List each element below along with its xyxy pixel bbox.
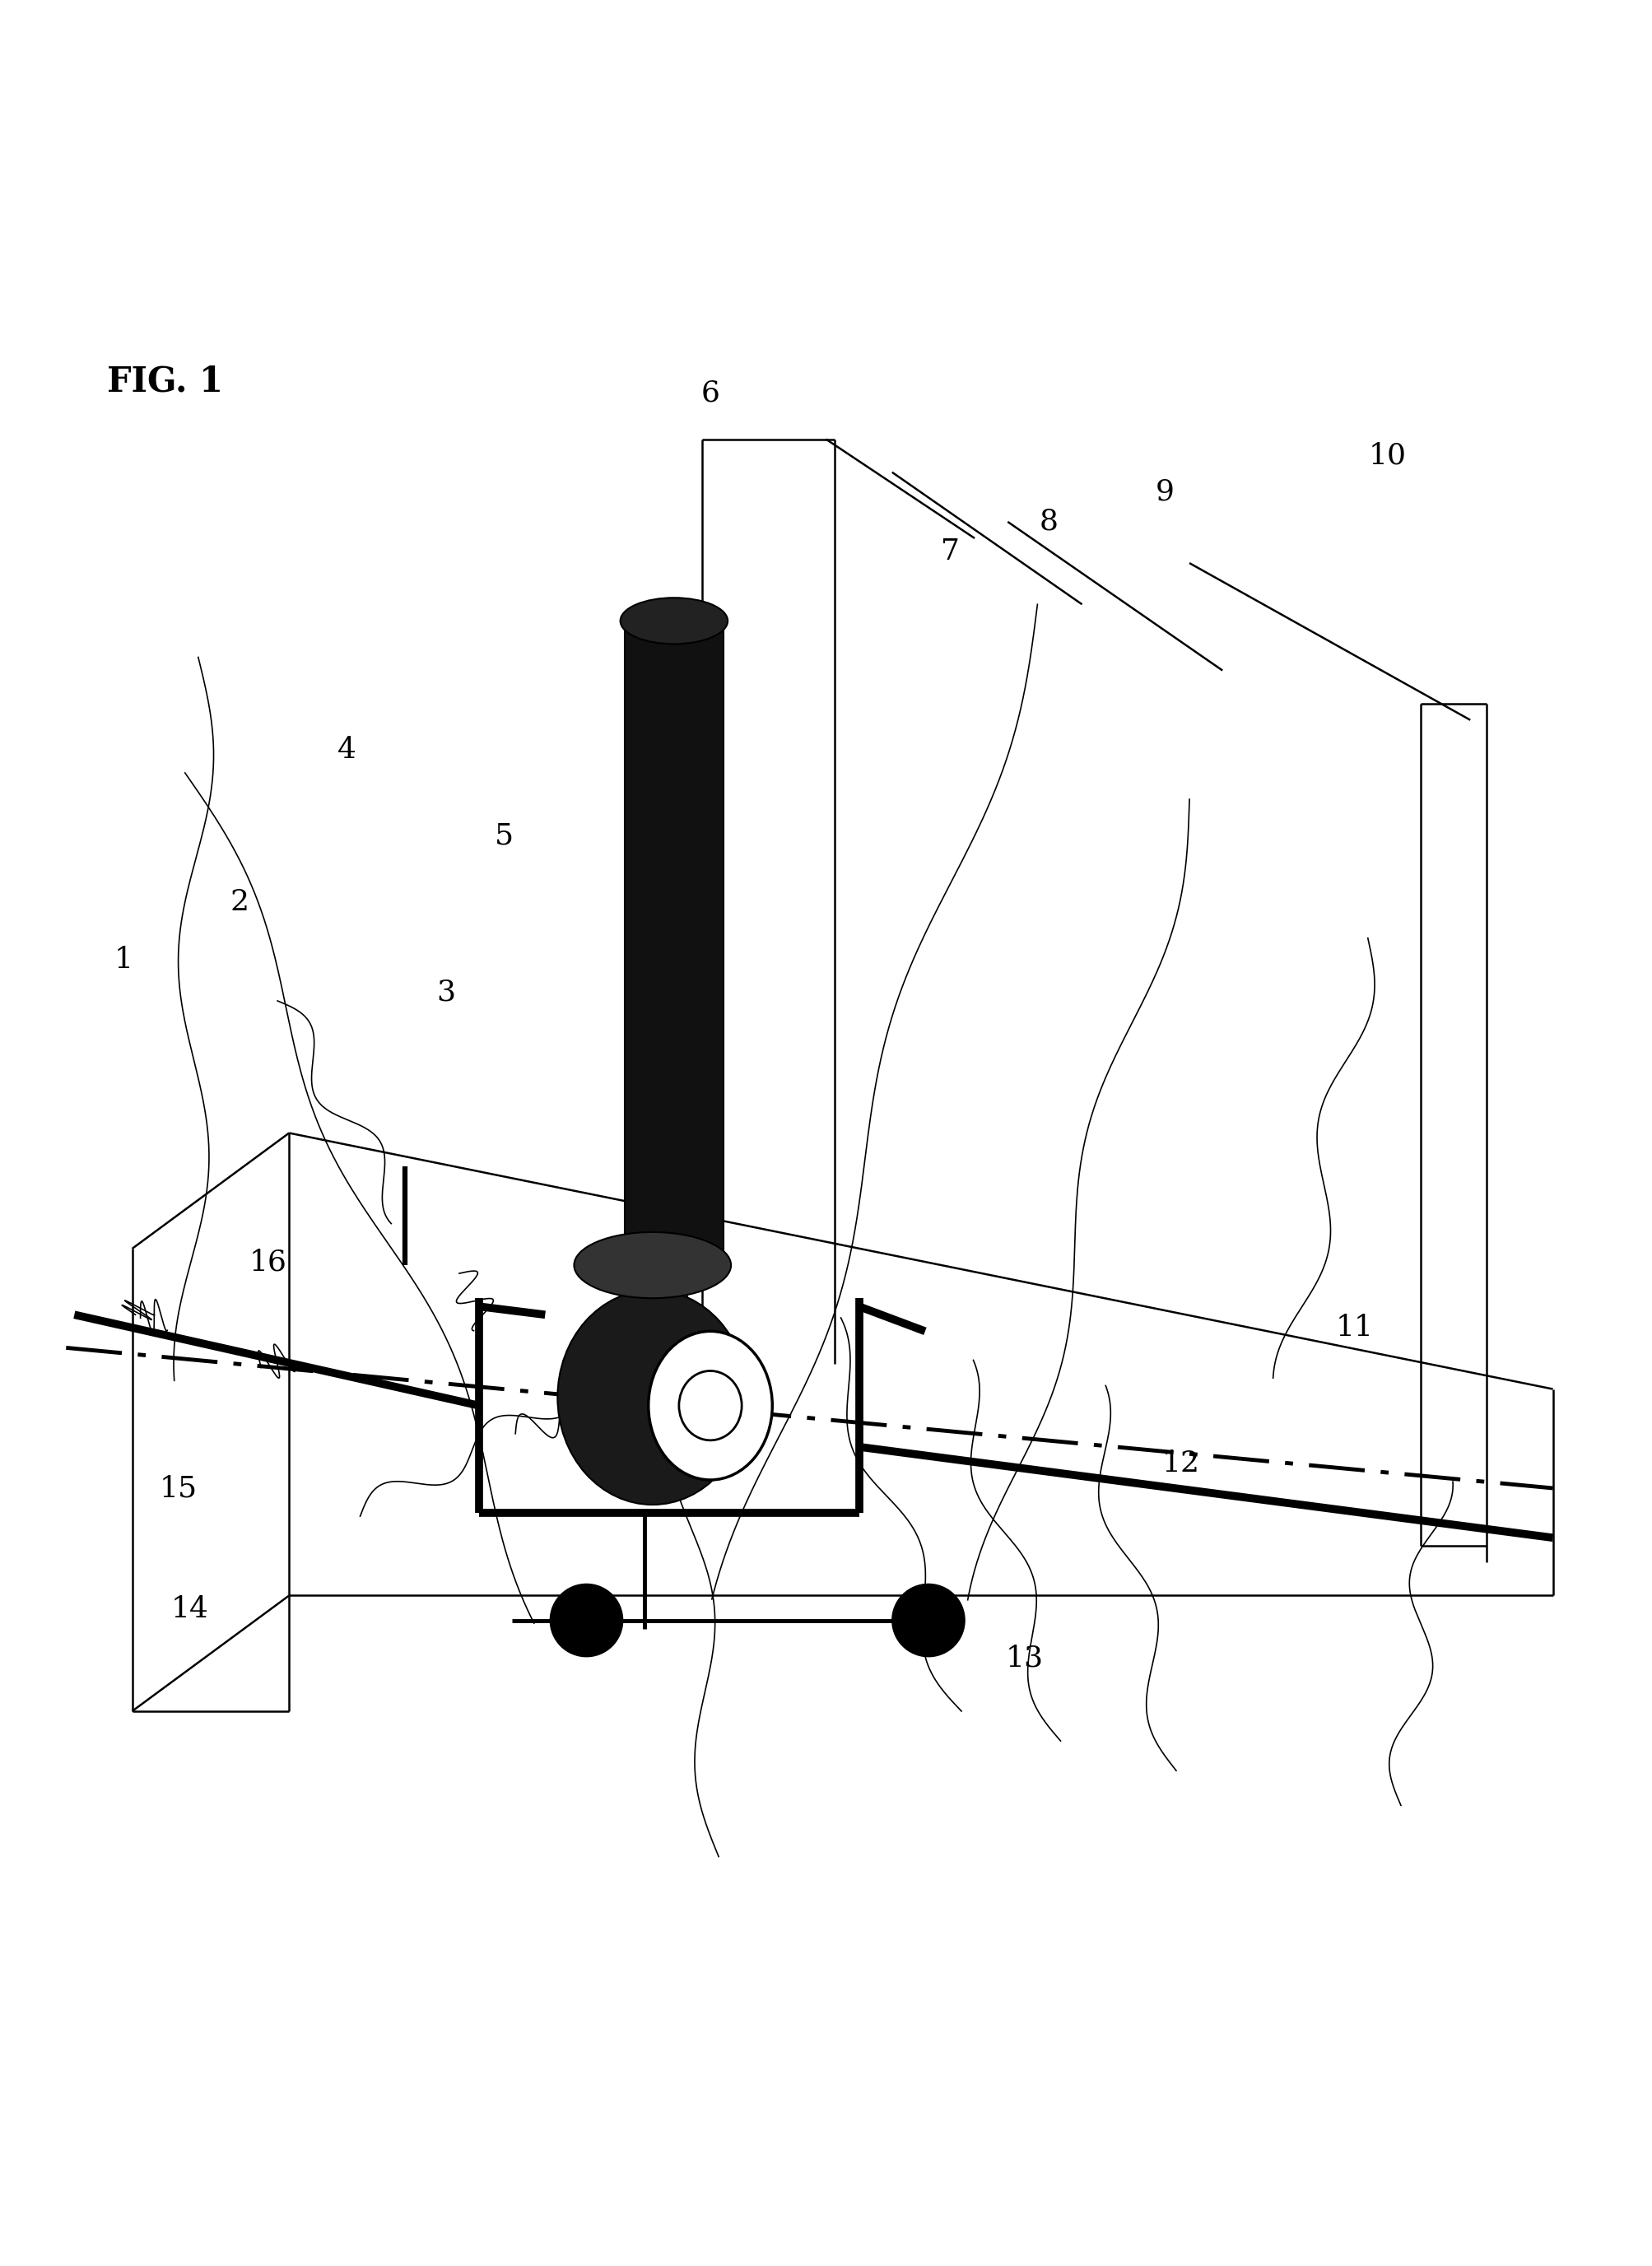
Ellipse shape <box>575 1233 730 1298</box>
Ellipse shape <box>679 1371 742 1441</box>
Text: 12: 12 <box>1163 1450 1199 1477</box>
Text: 5: 5 <box>494 823 514 850</box>
Text: 11: 11 <box>1336 1314 1373 1341</box>
Circle shape <box>892 1584 965 1656</box>
Text: 8: 8 <box>1039 508 1059 535</box>
Text: 10: 10 <box>1370 442 1406 469</box>
Ellipse shape <box>648 1330 773 1480</box>
Text: 3: 3 <box>436 979 456 1006</box>
Text: 16: 16 <box>249 1249 286 1276</box>
Text: 2: 2 <box>230 888 249 915</box>
Text: FIG. 1: FIG. 1 <box>107 365 223 399</box>
Text: 4: 4 <box>337 736 357 764</box>
Text: 15: 15 <box>160 1475 197 1502</box>
Text: 1: 1 <box>114 945 134 974</box>
Ellipse shape <box>621 598 727 644</box>
FancyBboxPatch shape <box>624 621 724 1264</box>
Text: 6: 6 <box>700 378 720 408</box>
Text: 14: 14 <box>172 1595 208 1622</box>
Text: 9: 9 <box>1155 478 1175 505</box>
Text: 13: 13 <box>1006 1645 1042 1672</box>
Ellipse shape <box>557 1289 747 1505</box>
Circle shape <box>550 1584 623 1656</box>
Text: 7: 7 <box>940 537 960 566</box>
